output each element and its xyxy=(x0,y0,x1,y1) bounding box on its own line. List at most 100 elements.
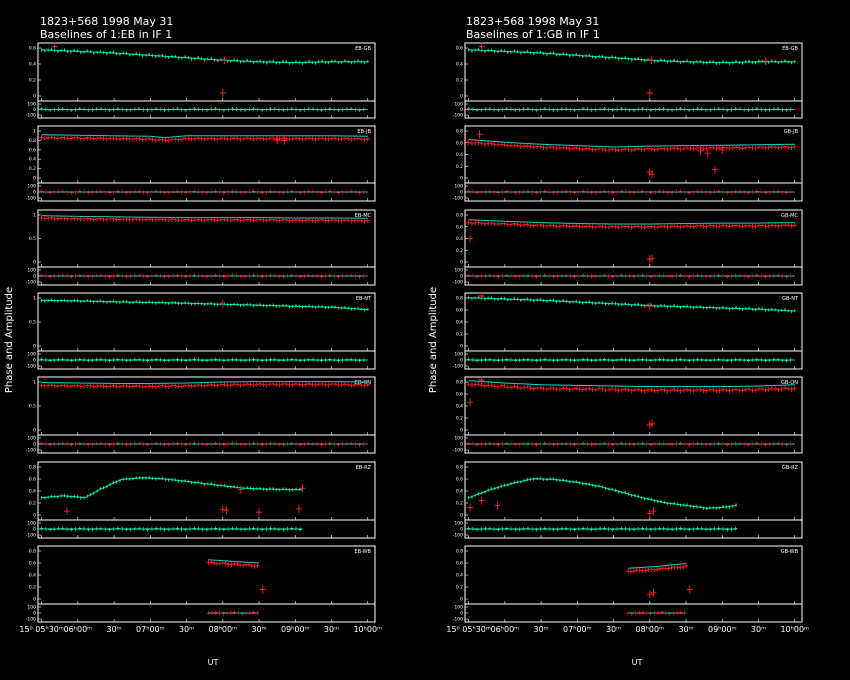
amplitude-data-point xyxy=(55,383,61,389)
amplitude-data-point xyxy=(264,382,269,388)
amplitude-data-point xyxy=(686,304,688,308)
phase-data-point xyxy=(615,190,619,195)
phase-data-point xyxy=(721,357,725,362)
amplitude-data-point xyxy=(493,487,496,491)
phase-data-point xyxy=(725,442,729,447)
phase-data-point xyxy=(302,274,307,279)
amplitude-data-point xyxy=(147,383,152,389)
phase-data-point xyxy=(768,442,772,447)
amplitude-outlier-point xyxy=(478,292,485,300)
amplitude-data-point xyxy=(528,385,533,391)
phase-data-point xyxy=(556,358,560,363)
phase-tick-label: 0 xyxy=(33,358,36,364)
phase-data-point xyxy=(163,442,167,447)
phase-data-point xyxy=(734,441,738,446)
phase-data-point xyxy=(48,358,52,363)
phase-data-point xyxy=(509,273,513,278)
left-panel-group: 1823+568 1998 May 31 Baselines of 1:EB i… xyxy=(4,15,382,667)
phase-data-point xyxy=(209,357,213,362)
amplitude-data-point xyxy=(773,386,778,392)
phase-data-point xyxy=(273,189,277,194)
phase-data-point xyxy=(95,189,99,194)
amplitude-data-point xyxy=(210,56,212,61)
phase-data-point xyxy=(201,527,205,532)
amplitude-data-point xyxy=(688,223,693,229)
amplitude-data-point xyxy=(228,217,233,223)
phase-data-point xyxy=(772,189,776,194)
phase-tick-label: 0 xyxy=(460,274,463,280)
phase-data-point xyxy=(526,189,530,194)
phase-data-point xyxy=(124,190,128,195)
amplitude-data-point xyxy=(344,305,346,310)
amplitude-data-point xyxy=(83,496,85,500)
phase-data-point xyxy=(146,358,150,363)
amplitude-data-point xyxy=(209,559,214,565)
phase-data-point xyxy=(184,274,188,279)
amplitude-data-point xyxy=(753,387,758,393)
amplitude-data-point xyxy=(500,296,502,300)
phase-data-point xyxy=(209,273,213,278)
amp-tick-label: 0.5 xyxy=(29,320,36,326)
phase-data-point xyxy=(269,441,273,446)
phase-data-point xyxy=(158,189,162,194)
phase-data-point xyxy=(509,357,513,362)
phase-data-point xyxy=(319,108,323,113)
amplitude-data-point xyxy=(115,300,118,304)
amplitude-data-point xyxy=(249,303,252,307)
amplitude-data-point xyxy=(319,381,325,387)
phase-tick-label: -100 xyxy=(453,196,463,202)
amplitude-data-point xyxy=(630,303,633,307)
amplitude-outlier-point xyxy=(646,89,653,97)
phase-data-point xyxy=(522,441,526,446)
phase-data-point xyxy=(281,358,285,363)
amplitude-data-point xyxy=(197,301,199,305)
phase-data-point xyxy=(264,527,268,532)
amplitude-data-point xyxy=(189,136,194,142)
phase-data-point xyxy=(780,107,784,112)
amplitude-data-point xyxy=(513,480,516,484)
phase-data-point xyxy=(687,442,691,447)
amplitude-data-point xyxy=(792,144,797,150)
amplitude-data-point xyxy=(684,387,690,392)
amplitude-data-point xyxy=(600,223,605,229)
amplitude-data-point xyxy=(606,387,612,393)
amplitude-data-point xyxy=(168,478,170,482)
phase-data-point xyxy=(345,357,349,362)
phase-data-point xyxy=(721,273,725,278)
amplitude-data-point xyxy=(683,305,685,309)
phase-data-point xyxy=(530,358,534,363)
amplitude-data-point xyxy=(359,382,364,388)
phase-data-point xyxy=(86,358,90,363)
phase-tick-label: 100 xyxy=(454,605,463,611)
amplitude-data-point xyxy=(601,301,604,305)
phase-data-point xyxy=(90,107,95,112)
amplitude-data-point xyxy=(190,302,193,306)
amplitude-data-point xyxy=(632,387,638,393)
phase-data-point xyxy=(332,107,336,112)
phase-data-point xyxy=(57,107,61,112)
amplitude-data-point xyxy=(779,223,784,229)
phase-data-point xyxy=(196,526,201,531)
phase-data-point xyxy=(103,527,107,532)
phase-data-point xyxy=(729,190,734,195)
x-tick-label: 06ʰ00ᵐ xyxy=(64,625,93,634)
amplitude-data-point xyxy=(593,224,598,230)
phase-data-point xyxy=(551,108,555,112)
amplitude-data-point xyxy=(236,58,239,62)
amplitude-data-point xyxy=(623,386,628,392)
amplitude-data-point xyxy=(124,216,129,222)
amplitude-data-point xyxy=(604,56,607,60)
phase-data-point xyxy=(577,527,581,532)
x-tick-label: 30ᵐ xyxy=(751,625,766,634)
phase-data-point xyxy=(581,189,585,194)
amplitude-data-point xyxy=(503,297,506,301)
phase-data-point xyxy=(568,527,572,532)
baseline-label: EB-JB xyxy=(357,129,371,135)
phase-data-point xyxy=(708,274,712,279)
amp-tick-label: 0.2 xyxy=(29,585,36,591)
phase-data-point xyxy=(649,274,653,279)
phase-data-point xyxy=(167,442,171,447)
phase-data-point xyxy=(328,106,332,111)
amplitude-data-point xyxy=(297,217,302,223)
